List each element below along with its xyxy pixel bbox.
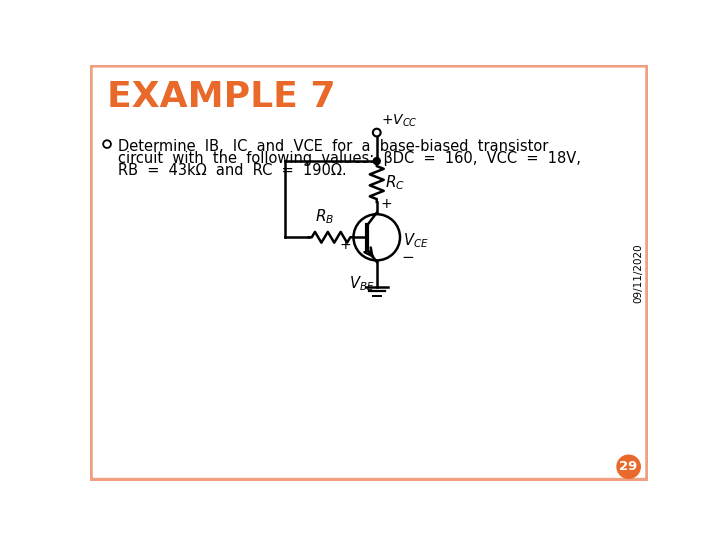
Text: 09/11/2020: 09/11/2020 — [634, 243, 644, 302]
Text: $+V_{CC}$: $+V_{CC}$ — [381, 113, 418, 130]
Text: circuit  with  the  following  values:  βDC  =  160,  VCC  =  18V,: circuit with the following values: βDC =… — [118, 151, 581, 166]
Text: −: − — [402, 250, 414, 265]
Text: $R_B$: $R_B$ — [315, 208, 335, 226]
Circle shape — [354, 214, 400, 260]
Text: 29: 29 — [619, 460, 638, 473]
Text: $V_{BE}$: $V_{BE}$ — [348, 274, 374, 293]
Text: +: + — [340, 238, 351, 252]
Text: Determine  IB,  IC  and  VCE  for  a  base-biased  transistor: Determine IB, IC and VCE for a base-bias… — [118, 139, 548, 154]
Circle shape — [373, 129, 381, 137]
FancyBboxPatch shape — [90, 65, 648, 481]
Circle shape — [373, 158, 380, 165]
Text: EXAMPLE 7: EXAMPLE 7 — [107, 80, 336, 114]
Circle shape — [617, 455, 640, 478]
Text: $R_C$: $R_C$ — [385, 173, 405, 192]
Circle shape — [103, 140, 111, 148]
Text: RB  =  43kΩ  and  RC  =  190Ω.: RB = 43kΩ and RC = 190Ω. — [118, 164, 346, 178]
Text: +: + — [381, 197, 392, 211]
Text: $V_{CE}$: $V_{CE}$ — [403, 231, 428, 249]
